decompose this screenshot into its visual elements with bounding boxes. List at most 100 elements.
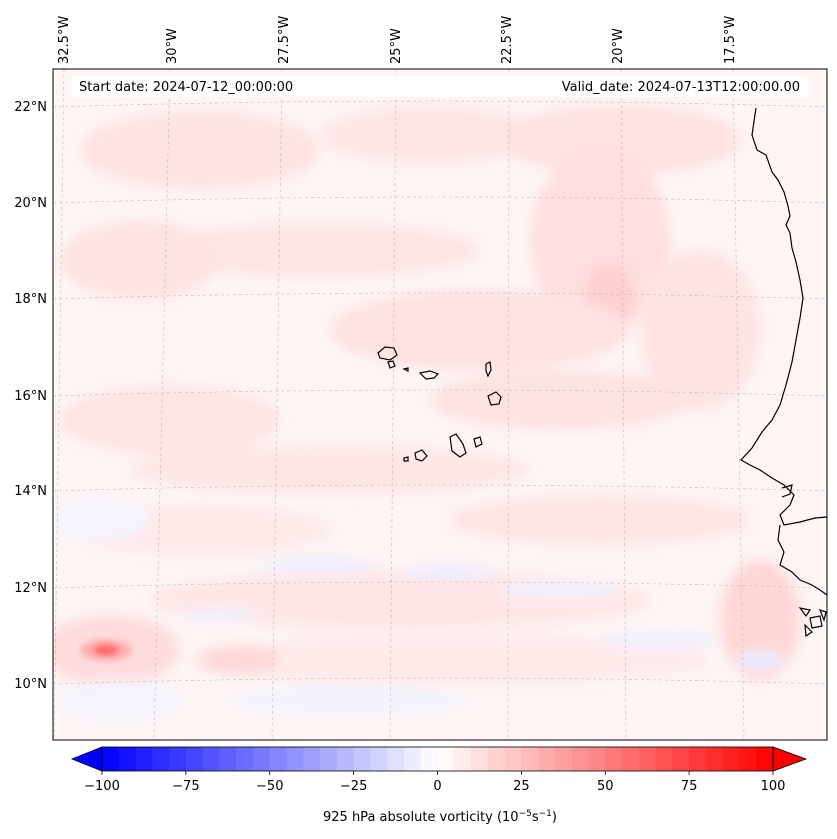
colorbar-cell	[689, 747, 707, 771]
colorbar-cell	[638, 747, 657, 771]
colorbar-cell	[252, 747, 271, 771]
santiago	[449, 433, 467, 458]
boa-vista	[487, 391, 502, 406]
lon-label-30w: 30°W	[165, 28, 180, 64]
colorbar-cell	[504, 747, 522, 771]
start-date-text: Start date: 2024-07-12_00:00:00	[79, 80, 293, 95]
colorbar-cell	[538, 747, 556, 771]
lon-label-20w: 20°W	[611, 28, 626, 64]
colorbar-cell	[437, 747, 455, 771]
colorbar-cell	[336, 747, 355, 771]
lat-label-18n: 18°N	[14, 292, 47, 307]
meridian-30w	[153, 69, 171, 740]
meridian-25w	[389, 69, 397, 740]
lon-label-27-5w: 27.5°W	[277, 16, 292, 64]
colorbar-cell	[571, 747, 590, 771]
colorbar-cell	[454, 747, 472, 771]
colorbar-cell	[554, 747, 573, 771]
colorbar-cell	[202, 747, 221, 771]
vorticity-maximum	[80, 639, 132, 661]
maio	[473, 436, 483, 448]
map-frame	[52, 68, 828, 741]
colorbar-tick-label: −100	[84, 779, 120, 794]
parallel-12n	[53, 581, 827, 589]
colorbar-cell	[521, 747, 539, 771]
colorbar-cell	[219, 747, 237, 771]
colorbar-cell	[403, 747, 422, 771]
colorbar-cell	[739, 747, 757, 771]
colorbar-cell	[655, 747, 673, 771]
lat-label-16n: 16°N	[14, 389, 47, 404]
colorbar-tick-label: 75	[681, 779, 698, 794]
colorbar-cell	[353, 747, 372, 771]
colorbar-tick-label: −25	[340, 779, 367, 794]
colorbar-cell	[118, 747, 137, 771]
colorbar-cell	[269, 747, 288, 771]
fogo	[414, 449, 428, 462]
colorbar-cell	[320, 747, 338, 771]
lat-label-12n: 12°N	[14, 581, 47, 596]
parallel-16n	[53, 389, 827, 397]
santa-luzia	[402, 367, 409, 372]
africa-inlet	[781, 484, 793, 498]
lon-label-22-5w: 22.5°W	[500, 16, 515, 64]
colorbar-cell	[471, 747, 489, 771]
map-panel[interactable]	[40, 69, 827, 740]
colorbar-cell	[370, 747, 388, 771]
colorbar-cell	[722, 747, 741, 771]
colorbar-cell	[102, 747, 120, 771]
colorbar-cell	[705, 747, 724, 771]
colorbar-cell	[487, 747, 506, 771]
colorbar-tick-label: 100	[761, 779, 786, 794]
colorbar-low-extension	[70, 746, 103, 772]
valid-date-text: Valid_date: 2024-07-13T12:00:00.00	[562, 80, 800, 95]
colorbar-cell	[672, 747, 690, 771]
colorbar-label: 925 hPa absolute vorticity (10−5s−1)	[323, 809, 557, 825]
vorticity-field	[53, 105, 800, 720]
colorbar-tick-label: −50	[256, 779, 283, 794]
colorbar-cell	[236, 747, 254, 771]
parallel-22n	[53, 100, 827, 108]
lat-label-22n: 22°N	[14, 100, 47, 115]
meridian-22-5w	[507, 69, 510, 740]
colorbar-tick-label: −75	[172, 779, 199, 794]
lat-label-14n: 14°N	[14, 484, 47, 499]
colorbar-cell	[303, 747, 321, 771]
meridian-17-5w	[732, 69, 745, 740]
colorbar-tick-label: 25	[513, 779, 530, 794]
parallel-10n	[53, 677, 827, 685]
colorbar-cell	[756, 747, 774, 771]
colorbar-cell	[387, 747, 405, 771]
coastlines	[377, 107, 827, 638]
longitude-labels: 32.5°W 30°W 27.5°W 25°W 22.5°W 20°W 17.5…	[57, 16, 738, 64]
colorbar-cell	[605, 747, 623, 771]
sao-nicolau	[418, 370, 440, 380]
colorbar-cell	[152, 747, 170, 771]
lon-label-32-5w: 32.5°W	[57, 16, 72, 64]
sao-vicente	[387, 360, 396, 369]
latitude-labels: 22°N 20°N 18°N 16°N 14°N 12°N 10°N	[14, 100, 47, 692]
date-header-box	[72, 76, 808, 97]
brava	[403, 456, 409, 462]
colorbar-ticks: −100 −75 −50 −25 0 25 50 75 100	[84, 771, 785, 794]
colorbar-tick-label: 50	[597, 779, 614, 794]
africa-coastline	[740, 107, 827, 526]
meridian-32-5w	[53, 69, 65, 740]
colorbar-cells	[102, 747, 774, 771]
lon-label-25w: 25°W	[389, 28, 404, 64]
colorbar-cell	[169, 747, 187, 771]
colorbar-tick-label: 0	[433, 779, 441, 794]
bissagos-islands	[798, 607, 827, 638]
lon-label-17-5w: 17.5°W	[723, 16, 738, 64]
colorbar-cell	[185, 747, 204, 771]
parallel-14n	[53, 484, 827, 492]
meridian-27-5w	[271, 69, 283, 740]
colorbar-cell	[622, 747, 640, 771]
lat-label-20n: 20°N	[14, 196, 47, 211]
colorbar: −100 −75 −50 −25 0 25 50 75 100 925 hPa absolute…	[70, 746, 808, 825]
colorbar-cell	[286, 747, 304, 771]
santo-antao	[377, 346, 398, 361]
africa-coastline-south	[777, 524, 827, 596]
sal	[485, 361, 492, 378]
